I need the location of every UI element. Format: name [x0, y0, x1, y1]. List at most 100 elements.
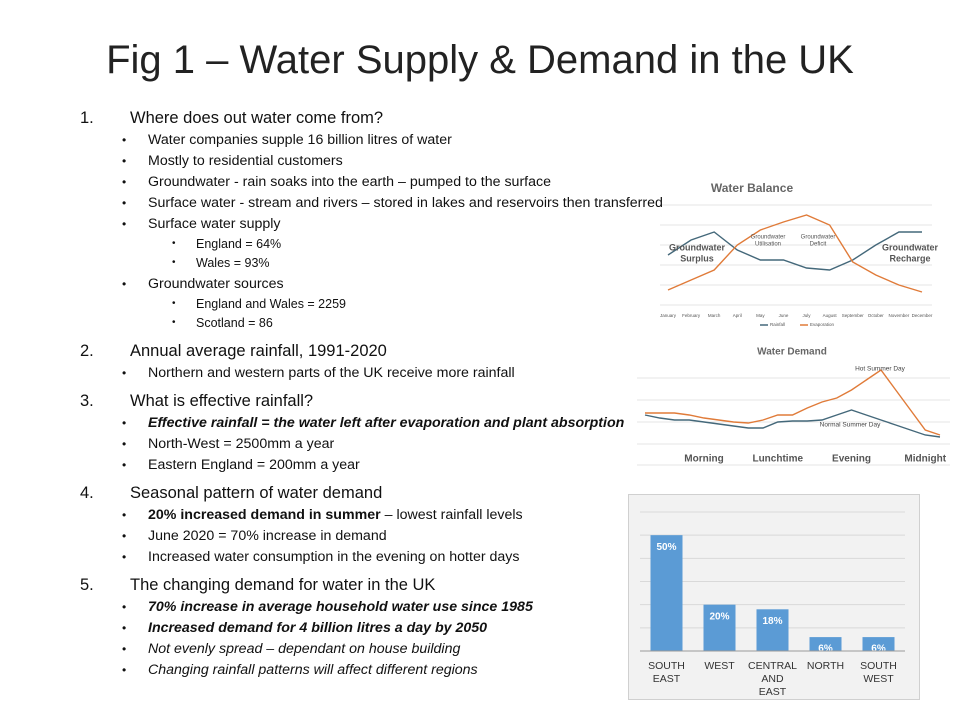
bar-value-label: 20% [709, 611, 729, 622]
bullet-text: Groundwater sources [148, 276, 284, 292]
bar [703, 604, 736, 651]
x-tick-label: WEST [704, 660, 735, 672]
bar-value-label: 6% [871, 644, 886, 655]
bullet-text: Mostly to residential customers [148, 153, 343, 169]
bullet: • [122, 277, 127, 291]
legend-label: Evaporation [810, 322, 835, 327]
section-heading: Where does out water come from? [130, 109, 384, 127]
bullet: • [122, 621, 127, 635]
bullet-text: North-West = 2500mm a year [148, 436, 335, 452]
section-number: 3. [80, 392, 94, 410]
bar [809, 637, 842, 651]
bullet: • [122, 196, 127, 210]
annotation: Groundwater Recharge [882, 243, 939, 264]
annotation: Groundwater Surplus [669, 243, 726, 264]
line-series [667, 231, 922, 271]
bullet-text: Increased demand for 4 billion litres a … [148, 620, 488, 636]
bullet: • [122, 366, 127, 380]
bullet: • [122, 133, 127, 147]
bar [756, 609, 789, 651]
bullet-text: Surface water - stream and rivers – stor… [148, 195, 663, 211]
sub-bullet: • [172, 317, 176, 328]
x-tick-label: CENTRAL AND EAST [747, 660, 797, 698]
chart-title: Water Balance [711, 181, 794, 195]
line-series [645, 369, 941, 436]
x-tick-label: March [708, 313, 721, 318]
x-tick-label: November [889, 313, 910, 318]
x-tick-label: January [660, 313, 677, 318]
section-heading: The changing demand for water in the UK [130, 576, 436, 594]
bullet-text: 70% increase in average household water … [148, 599, 533, 615]
sub-bullet: • [172, 257, 176, 268]
bullet-text: Changing rainfall patterns will affect d… [148, 662, 478, 678]
bullet-text: Increased water consumption in the eveni… [148, 549, 520, 565]
bullet: • [122, 642, 127, 656]
sub-bullet-text: England = 64% [196, 237, 282, 251]
bullet-text: Water companies supple 16 billion litres… [148, 132, 452, 148]
x-tick-label: Evening [832, 454, 871, 465]
chart-title: Water Demand [757, 347, 827, 358]
bullet: • [122, 175, 127, 189]
bar-value-label: 6% [818, 644, 833, 655]
bullet: • [122, 550, 127, 564]
x-tick-label: SOUTH EAST [648, 660, 685, 685]
x-tick-label: Morning [684, 454, 723, 465]
bold-lead: 20% increased demand in summer [148, 507, 381, 523]
section-heading: Annual average rainfall, 1991-2020 [130, 342, 387, 360]
series-label: Hot Summer Day [855, 366, 906, 373]
bullet: • [122, 663, 127, 677]
bullet: • [122, 458, 127, 472]
section-number: 4. [80, 484, 94, 502]
bar [862, 637, 895, 651]
section-number: 2. [80, 342, 94, 360]
x-tick-label: February [682, 313, 701, 318]
x-tick-label: Midnight [904, 454, 946, 465]
bullet: • [122, 217, 127, 231]
x-tick-label: April [733, 313, 742, 318]
bar-value-label: 50% [656, 542, 676, 553]
legend-label: Rainfall [770, 322, 785, 327]
bullet-text: 20% increased demand in summer – lowest r… [148, 505, 523, 525]
x-tick-label: NORTH [806, 660, 845, 672]
bar [650, 535, 683, 651]
section-heading: What is effective rainfall? [130, 392, 314, 410]
bullet-text: Effective rainfall = the water left afte… [148, 415, 625, 431]
slide-title: Fig 1 – Water Supply & Demand in the UK [106, 38, 854, 82]
sub-bullet-text: England and Wales = 2259 [196, 297, 346, 311]
x-tick-label: December [912, 313, 933, 318]
line-series [644, 409, 941, 438]
bullet: • [122, 508, 127, 522]
line-series [667, 214, 923, 293]
bullet: • [122, 437, 127, 451]
bullet-text: Surface water supply [148, 216, 281, 232]
sub-bullet: • [172, 298, 176, 309]
x-tick-label: July [803, 313, 812, 318]
x-tick-label: June [779, 313, 789, 318]
x-tick-label: September [842, 313, 865, 318]
bullet: • [122, 416, 127, 430]
x-tick-label: SOUTH WEST [860, 660, 897, 685]
bullet: • [122, 154, 127, 168]
rest-text: – lowest rainfall levels [384, 507, 523, 523]
bullet-text: Groundwater - rain soaks into the earth … [148, 174, 551, 190]
annotation: Groundwater Deficit [801, 234, 836, 247]
sub-bullet: • [172, 238, 176, 249]
sub-bullet-text: Scotland = 86 [196, 316, 273, 330]
section-number: 5. [80, 576, 94, 594]
x-tick-label: Lunchtime [752, 454, 803, 465]
bar-value-label: 18% [762, 616, 782, 627]
section-number: 1. [80, 109, 94, 127]
bullet-text: Not evenly spread – dependant on house b… [148, 641, 461, 657]
annotation: Groundwater Utilisation [751, 234, 786, 247]
bullet: • [122, 600, 127, 614]
bullet: • [122, 529, 127, 543]
bullet-text: June 2020 = 70% increase in demand [148, 528, 387, 544]
bullet-text: Northern and western parts of the UK rec… [148, 365, 515, 381]
sub-bullet-text: Wales = 93% [196, 256, 270, 270]
section-heading: Seasonal pattern of water demand [130, 484, 383, 502]
bullet-text: Eastern England = 200mm a year [148, 457, 360, 473]
x-tick-label: August [823, 313, 838, 318]
x-tick-label: May [756, 313, 765, 318]
